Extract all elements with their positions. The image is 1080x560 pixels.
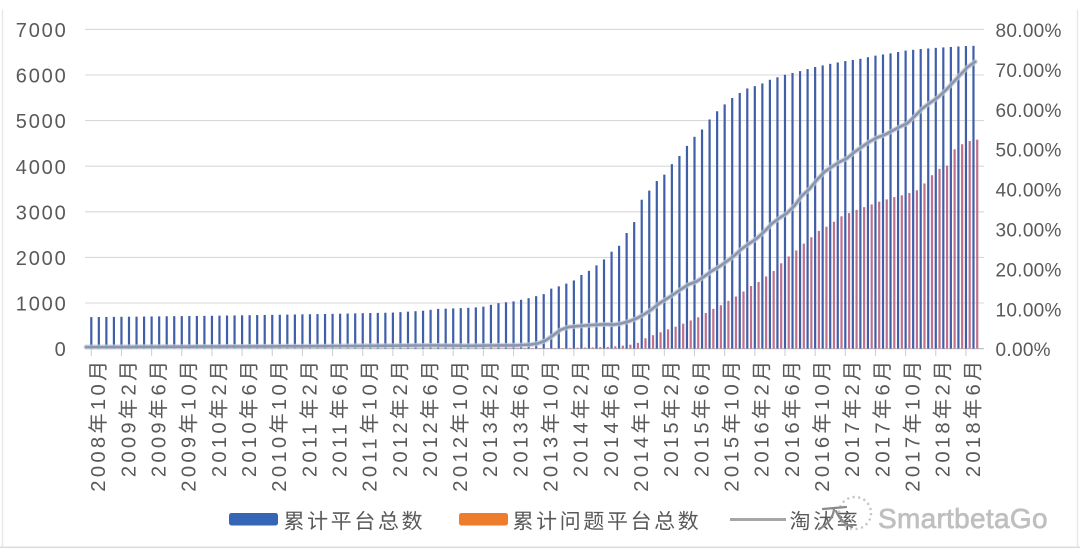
svg-text:6: 6 [601, 381, 623, 396]
svg-text:6: 6 [782, 381, 804, 396]
svg-text:1000: 1000 [16, 294, 68, 316]
svg-text:2013: 2013 [480, 419, 502, 477]
svg-text:2013: 2013 [541, 434, 563, 492]
svg-text:2: 2 [480, 381, 502, 396]
svg-text:2000: 2000 [16, 248, 68, 270]
svg-text:6: 6 [963, 381, 985, 396]
svg-text:50.00%: 50.00% [996, 141, 1062, 162]
svg-text:40.00%: 40.00% [996, 181, 1062, 202]
svg-text:2: 2 [661, 381, 683, 396]
svg-text:2: 2 [571, 381, 593, 396]
svg-text:2: 2 [299, 381, 321, 396]
svg-text:2016: 2016 [812, 434, 834, 492]
svg-text:2011: 2011 [329, 421, 351, 478]
svg-text:80.00%: 80.00% [996, 21, 1062, 42]
svg-text:10: 10 [812, 381, 834, 410]
svg-text:2015: 2015 [661, 419, 683, 477]
svg-text:2011: 2011 [360, 435, 382, 492]
svg-text:2014: 2014 [601, 419, 623, 477]
svg-text:2012: 2012 [390, 419, 412, 477]
svg-text:10: 10 [360, 381, 382, 410]
svg-text:3000: 3000 [16, 202, 68, 224]
svg-text:6: 6 [239, 381, 261, 396]
svg-text:10: 10 [269, 381, 291, 410]
svg-text:2015: 2015 [691, 419, 713, 477]
svg-text:10: 10 [902, 381, 924, 410]
svg-text:10: 10 [722, 381, 744, 410]
svg-text:0.00%: 0.00% [996, 340, 1051, 361]
svg-text:2017: 2017 [902, 434, 924, 492]
svg-text:10: 10 [450, 381, 472, 410]
svg-text:2017: 2017 [842, 419, 864, 477]
svg-text:2008: 2008 [88, 434, 110, 492]
svg-text:10: 10 [179, 381, 201, 410]
svg-text:70.00%: 70.00% [996, 61, 1062, 82]
svg-text:2016: 2016 [752, 419, 774, 477]
svg-text:10: 10 [631, 381, 653, 410]
svg-text:6: 6 [420, 381, 442, 396]
svg-text:0: 0 [55, 339, 68, 361]
svg-text:2009: 2009 [118, 419, 140, 477]
svg-text:6: 6 [872, 381, 894, 396]
svg-text:6: 6 [329, 381, 351, 396]
svg-text:2: 2 [752, 381, 774, 396]
svg-text:2012: 2012 [450, 434, 472, 492]
svg-text:2011: 2011 [299, 421, 321, 478]
svg-text:2: 2 [842, 381, 864, 396]
svg-text:2014: 2014 [631, 434, 653, 492]
svg-text:2: 2 [209, 381, 231, 396]
svg-text:2013: 2013 [510, 419, 532, 477]
svg-text:2018: 2018 [963, 419, 985, 477]
svg-text:6: 6 [148, 381, 170, 396]
svg-text:2010: 2010 [269, 434, 291, 492]
svg-text:60.00%: 60.00% [996, 101, 1062, 122]
svg-text:4000: 4000 [16, 157, 68, 179]
svg-text:2014: 2014 [571, 419, 593, 477]
svg-text:2010: 2010 [239, 419, 261, 477]
svg-text:2: 2 [118, 381, 140, 396]
svg-text:10: 10 [541, 381, 563, 410]
svg-text:2018: 2018 [933, 419, 955, 477]
svg-text:2012: 2012 [420, 419, 442, 477]
svg-text:7000: 7000 [16, 20, 68, 42]
svg-text:10: 10 [88, 381, 110, 410]
svg-text:2: 2 [933, 381, 955, 396]
svg-text:30.00%: 30.00% [996, 221, 1062, 242]
svg-text:6: 6 [510, 381, 532, 396]
svg-text:2016: 2016 [782, 419, 804, 477]
svg-text:20.00%: 20.00% [996, 260, 1062, 281]
svg-text:10.00%: 10.00% [996, 300, 1062, 321]
svg-text:2017: 2017 [872, 419, 894, 477]
svg-text:2: 2 [390, 381, 412, 396]
svg-text:6000: 6000 [16, 66, 68, 88]
svg-text:2009: 2009 [148, 419, 170, 477]
svg-text:6: 6 [691, 381, 713, 396]
svg-text:2009: 2009 [179, 434, 201, 492]
svg-text:5000: 5000 [16, 111, 68, 133]
svg-text:SmartbetaGo: SmartbetaGo [878, 503, 1048, 534]
svg-text:2010: 2010 [209, 419, 231, 477]
svg-text:2015: 2015 [722, 434, 744, 492]
